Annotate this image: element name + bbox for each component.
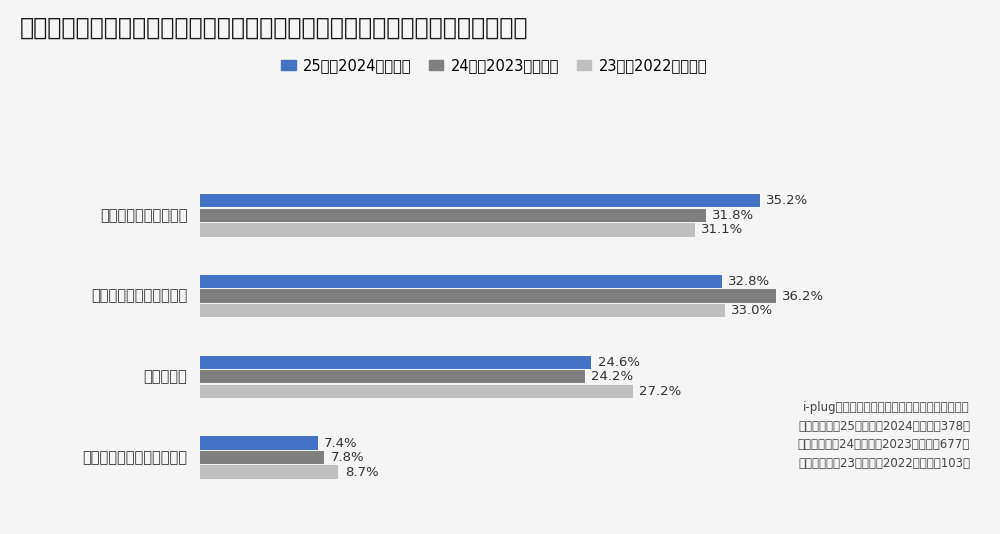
Text: 31.8%: 31.8% (712, 209, 754, 222)
Text: 33.0%: 33.0% (731, 304, 773, 317)
Text: 8.7%: 8.7% (345, 466, 378, 478)
Text: 31.1%: 31.1% (701, 223, 743, 237)
Bar (200, 356, 591, 369)
Text: すぐにでも地元に戻りたい: すぐにでも地元に戻りたい (82, 450, 187, 465)
Legend: 25卒（2024年調査）, 24卒（2023年調査）, 23卒（2022年調査）: 25卒（2024年調査）, 24卒（2023年調査）, 23卒（2022年調査） (275, 52, 713, 79)
Text: いずれは地元に戻りたい: いずれは地元に戻りたい (91, 288, 187, 303)
Text: わからない: わからない (144, 370, 187, 384)
Text: 24.6%: 24.6% (598, 356, 640, 369)
Bar (200, 436, 318, 450)
Bar (200, 223, 695, 237)
Text: 27.2%: 27.2% (639, 385, 681, 398)
Bar (200, 289, 776, 303)
Text: 地元に戻ることについて、あなたの価値観に最も近いものを回答してください。: 地元に戻ることについて、あなたの価値観に最も近いものを回答してください。 (20, 16, 528, 40)
Bar (200, 370, 585, 383)
Text: 36.2%: 36.2% (782, 289, 824, 303)
Bar (200, 209, 706, 222)
Bar (200, 384, 633, 398)
Bar (200, 194, 760, 207)
Text: 32.8%: 32.8% (728, 275, 770, 288)
Bar (200, 275, 722, 288)
Bar (200, 451, 324, 464)
Bar (200, 304, 725, 317)
Text: 24.2%: 24.2% (591, 370, 633, 383)
Text: 7.4%: 7.4% (324, 436, 358, 450)
Text: 7.8%: 7.8% (330, 451, 364, 464)
Text: 地元には戻りたくない: 地元には戻りたくない (100, 208, 187, 223)
Bar (200, 466, 338, 479)
Text: i-plug調べ「就職活動状況に関するアンケート」
有効回答数：25卒学生（2024年調査）378件
　　　　　　24卒学生（2023年調査）677件
　　　　: i-plug調べ「就職活動状況に関するアンケート」 有効回答数：25卒学生（20… (798, 402, 970, 470)
Text: 35.2%: 35.2% (766, 194, 809, 207)
